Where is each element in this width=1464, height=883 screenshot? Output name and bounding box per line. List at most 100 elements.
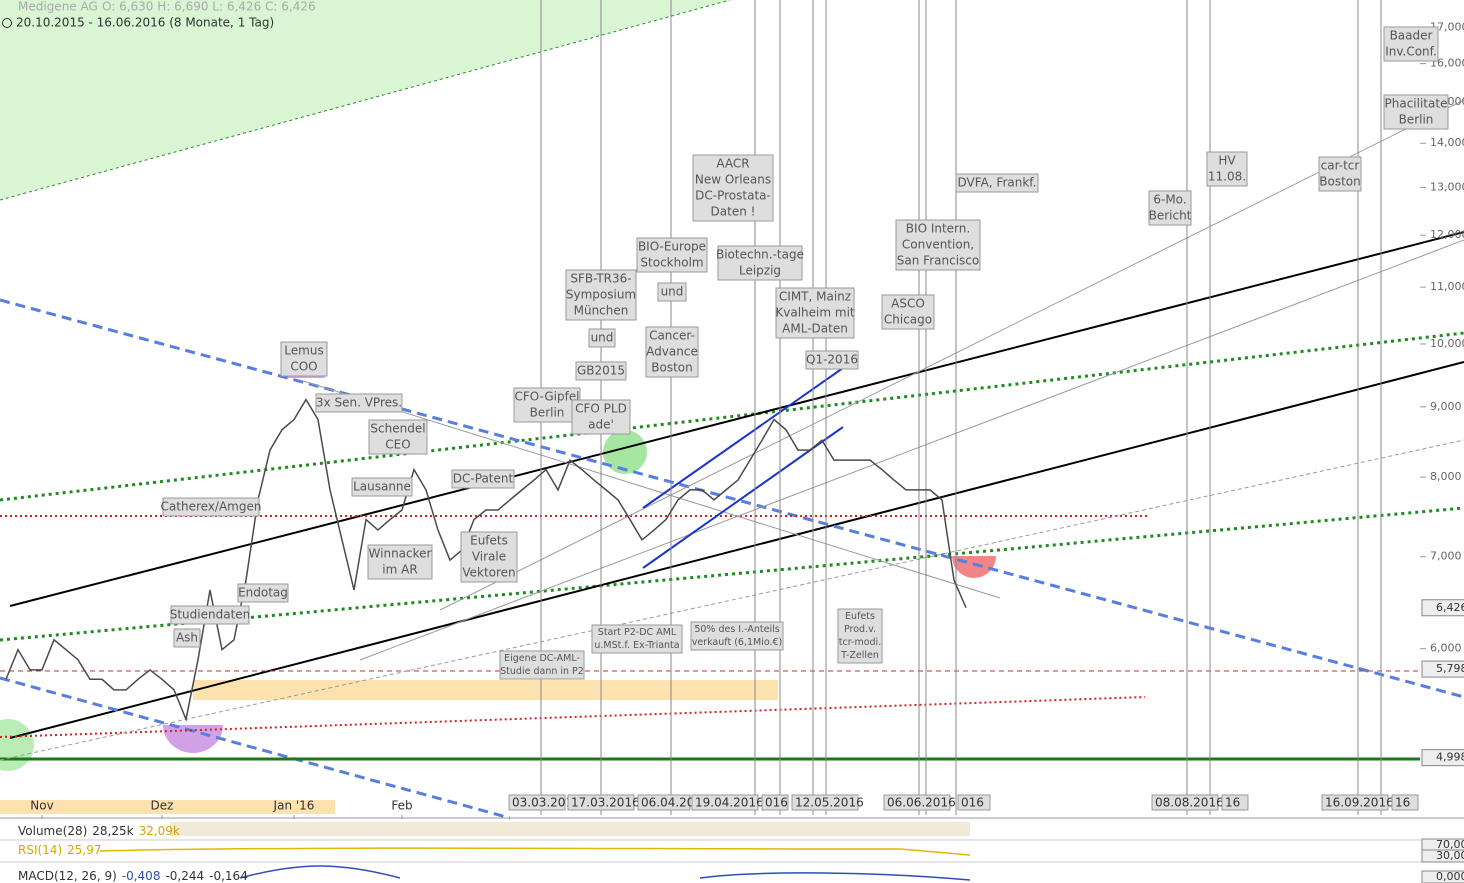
annotation-text: und: [591, 331, 614, 345]
y-tick-label: 11,000: [1430, 280, 1464, 293]
annotation-text: ade': [588, 418, 614, 432]
annotation-text: Boston: [1319, 175, 1360, 189]
annotation-box: [690, 621, 784, 651]
event-label: 16: [1395, 796, 1410, 810]
event-box: [567, 794, 635, 811]
annotation-text: Boston: [651, 361, 692, 375]
annotation: Baader Inv.Conf.: [1383, 26, 1439, 62]
annotation: Lemus COO: [280, 341, 328, 377]
trend-line: [439, 99, 1464, 611]
y-tick-label: 9,000: [1430, 400, 1462, 413]
annotation: BIO Intern. Convention, San Francisco: [895, 219, 981, 271]
annotation-box: [280, 341, 328, 377]
event-label: 12.05.2016: [795, 796, 864, 810]
annotation: HV 11.08.: [1206, 151, 1248, 187]
annotation-box: [1383, 26, 1439, 62]
annotation: BIO-Europe Stockholm: [636, 237, 708, 273]
annotation: und: [588, 328, 616, 348]
indicator-value: RSI(14): [18, 843, 62, 857]
annotation-text: T-Zellen: [840, 650, 879, 661]
annotation-text: Convention,: [902, 238, 974, 252]
annotation-box: [805, 350, 859, 370]
y-tick-label: 12,000: [1430, 228, 1464, 241]
trend-line: [0, 676, 511, 820]
event-box: [1151, 794, 1219, 811]
annotation-box: [170, 605, 250, 625]
annotation-text: Kvalheim mit: [775, 306, 855, 320]
event-label: 19.04.2016: [695, 796, 764, 810]
annotation-box: [775, 287, 855, 339]
trend-line: [359, 239, 1464, 661]
annotation-box: [173, 628, 201, 648]
annotation-text: verkauft (6,1Mio.€): [692, 637, 783, 648]
annotation: DC-Patent: [451, 469, 515, 489]
annotation-box: [315, 393, 403, 413]
trend-line: [0, 696, 1146, 738]
annotation-text: Catherex/Amgen: [161, 500, 262, 514]
annotation: DVFA, Frankf.: [955, 173, 1039, 193]
annotation: 6-Mo. Bericht: [1148, 190, 1192, 226]
indicator-axis-label: 70,00: [1436, 838, 1464, 851]
annotation-box: [588, 328, 616, 348]
annotation-text: ASCO: [891, 297, 925, 311]
annotation-text: San Francisco: [897, 254, 979, 268]
event-label: 016: [765, 796, 788, 810]
y-tick-label: 14,000: [1430, 136, 1464, 149]
annotation-box: [1148, 190, 1192, 226]
annotation-box: [460, 531, 518, 583]
annotation-text: 50% des I.-Anteils: [694, 624, 779, 635]
annotation-text: Virale: [472, 550, 506, 564]
annotation-text: DVFA, Frankf.: [958, 176, 1037, 190]
annotation-text: HV: [1218, 154, 1236, 168]
annotation-box: [837, 608, 883, 664]
support-band: [193, 680, 778, 700]
annotation-box: [575, 361, 627, 381]
annotation: CFO-Gipfel Berlin: [513, 387, 581, 423]
background-shapes: [0, 0, 996, 814]
annotation: Catherex/Amgen: [161, 497, 262, 517]
annotation-text: Eufets: [470, 534, 508, 548]
annotation-text: Berlin: [530, 406, 565, 420]
annotation-box: [499, 650, 585, 680]
price-marker: [1421, 749, 1464, 767]
trend-line: [0, 439, 1464, 761]
y-tick-label: 6,000: [1430, 642, 1462, 655]
annotation-text: Stockholm: [640, 256, 703, 270]
indicator-axis-label: 0,000: [1436, 870, 1464, 883]
annotation-box: [565, 269, 637, 321]
annotation-text: 11.08.: [1208, 170, 1246, 184]
marker-circle: [163, 725, 223, 753]
annotation-text: Schendel: [370, 422, 425, 436]
annotation-text: Biotechn.-tage: [716, 248, 804, 262]
annotation-box: [1318, 156, 1362, 192]
trend-line: [0, 0, 731, 201]
volume-area: [170, 822, 970, 836]
annotation-text: Phacilitate: [1385, 97, 1448, 111]
indicator-value: -0,244: [165, 869, 204, 883]
trend-line: [0, 331, 1464, 502]
trend-line: [0, 298, 1464, 699]
y-tick-label: 7,000: [1430, 550, 1462, 563]
event-box: [761, 794, 789, 811]
event-box: [883, 794, 951, 811]
plot: 6,000 7,000 8,000 9,000 10,000 11,000 12,000 13…: [5, 20, 1464, 819]
indicator-axis-box: [1421, 870, 1464, 883]
annotation-box: [955, 173, 1039, 193]
annotation: Lausanne: [351, 477, 413, 497]
annotation-box: [351, 477, 413, 497]
annotation: GB2015: [575, 361, 627, 381]
x-tick-label: Jan '16: [273, 799, 315, 813]
event-box: [637, 794, 691, 811]
event-box: [1391, 794, 1419, 811]
annotation-text: COO: [290, 360, 317, 374]
annotation: Biotechn.-tage Leipzig: [716, 245, 804, 281]
price-marker-label: 4,998: [1436, 751, 1464, 764]
event-label: 16.09.2016: [1325, 796, 1394, 810]
annotation-text: Q1-2016: [806, 353, 858, 367]
annotation-text: 3x Sen. VPres.: [316, 396, 402, 410]
indicator-label: MACD(12, 26, 9) -0,408 -0,244 -0,164: [18, 869, 248, 883]
annotation-text: Cancer-: [649, 329, 695, 343]
annotation: Cancer- Advance Boston: [645, 326, 699, 378]
annotation-box: [692, 154, 774, 222]
marker-circle: [603, 430, 647, 474]
